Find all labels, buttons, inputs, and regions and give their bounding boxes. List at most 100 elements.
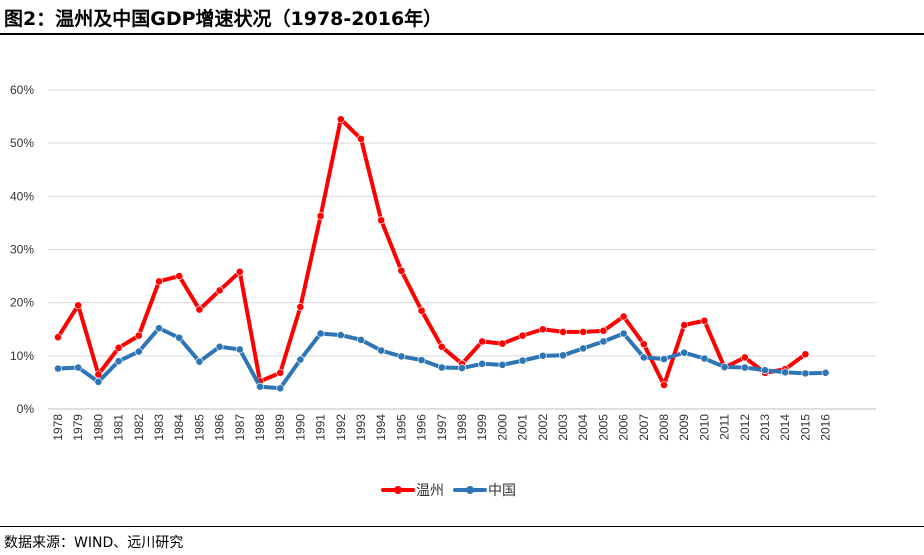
x-tick-label: 2005 <box>596 414 610 441</box>
x-tick-label: 2001 <box>516 414 530 441</box>
legend-label: 中国 <box>488 483 516 499</box>
data-point <box>700 316 709 325</box>
data-point <box>155 277 163 286</box>
data-point <box>700 354 709 363</box>
x-tick-label: 2013 <box>758 414 772 441</box>
series-line-温州 <box>56 117 808 388</box>
x-tick-label: 1990 <box>293 414 307 441</box>
y-tick-label: 50% <box>10 136 34 150</box>
data-point <box>559 351 567 360</box>
data-point <box>801 350 810 359</box>
x-tick-label: 1987 <box>233 414 247 441</box>
x-tick-label: 1981 <box>112 414 126 441</box>
data-point <box>437 342 446 351</box>
data-point <box>518 331 527 340</box>
x-tick-label: 1978 <box>51 414 65 441</box>
x-tick-label: 2000 <box>495 414 509 441</box>
grid-lines <box>48 89 876 410</box>
x-tick-label: 2008 <box>657 414 671 441</box>
x-tick-label: 1999 <box>475 414 489 441</box>
data-point <box>336 331 345 339</box>
data-point <box>417 356 426 364</box>
data-point <box>538 351 547 360</box>
chart-title: 图2：温州及中国GDP增速状况（1978-2016年） <box>4 8 443 30</box>
y-tick-label: 60% <box>10 83 34 97</box>
x-tick-label: 2011 <box>718 414 732 440</box>
x-tick-label: 2015 <box>798 414 812 441</box>
data-point <box>296 303 305 311</box>
x-tick-label: 1993 <box>354 414 368 441</box>
data-point <box>316 212 325 220</box>
x-tick-label: 2003 <box>556 414 570 441</box>
data-point <box>316 329 325 338</box>
data-point <box>740 363 749 372</box>
data-point <box>235 267 244 276</box>
x-tick-label: 1988 <box>253 414 267 441</box>
data-point <box>54 364 62 373</box>
data-point <box>761 366 769 375</box>
data-point <box>458 364 466 372</box>
x-tick-label: 2004 <box>576 414 590 441</box>
x-tick-label: 1995 <box>394 414 408 441</box>
x-tick-label: 2006 <box>617 414 631 441</box>
data-point <box>256 382 264 391</box>
data-point <box>478 359 487 368</box>
data-point <box>801 369 810 378</box>
y-tick-label: 0% <box>17 402 35 416</box>
data-point <box>680 348 689 357</box>
data-point <box>397 266 406 275</box>
legend: 温州 中国 <box>381 483 516 499</box>
data-point <box>397 352 406 361</box>
data-point <box>559 328 567 336</box>
data-point <box>74 301 83 310</box>
data-point <box>579 344 588 353</box>
y-tick-label: 30% <box>10 243 34 257</box>
footer-divider <box>0 526 924 527</box>
data-point <box>660 381 668 389</box>
data-point <box>215 286 224 295</box>
x-tick-label: 1994 <box>374 414 388 441</box>
series-layer <box>54 115 830 393</box>
x-tick-label: 1985 <box>192 414 206 441</box>
x-tick-label: 1992 <box>334 414 348 441</box>
x-tick-label: 1989 <box>273 414 287 441</box>
data-point <box>680 321 689 329</box>
data-point <box>276 368 285 377</box>
data-point <box>195 357 204 366</box>
data-point <box>498 339 507 348</box>
data-point <box>74 363 83 372</box>
data-point <box>478 337 487 346</box>
data-point <box>377 216 386 225</box>
y-tick-label: 20% <box>10 296 34 310</box>
data-point <box>357 335 365 344</box>
x-tick-label: 2007 <box>637 414 651 441</box>
x-tick-label: 1991 <box>314 414 328 441</box>
x-tick-label: 2002 <box>536 414 550 441</box>
data-point <box>619 312 628 321</box>
y-axis-ticks: 0% 10% 20% 30% 40% 50% 60% <box>10 83 34 416</box>
data-point <box>114 343 123 352</box>
y-tick-label: 40% <box>10 189 34 203</box>
legend-marker <box>466 486 474 494</box>
title-divider <box>0 33 924 35</box>
data-point <box>296 355 305 364</box>
x-tick-label: 1983 <box>152 414 166 441</box>
x-tick-label: 1997 <box>435 414 449 441</box>
x-tick-label: 2009 <box>677 414 691 441</box>
data-point <box>740 353 749 362</box>
x-tick-label: 1986 <box>213 414 227 441</box>
x-axis-ticks: 1978 1979 1980 1981 1982 1983 1984 1985 1986 1987… <box>51 414 833 441</box>
x-tick-label: 2012 <box>738 414 752 441</box>
data-point <box>114 357 123 366</box>
data-point <box>619 329 628 338</box>
data-point <box>175 333 184 342</box>
x-tick-label: 2016 <box>819 414 833 441</box>
x-tick-label: 1996 <box>415 414 429 441</box>
data-point <box>155 324 163 333</box>
data-point <box>94 377 103 386</box>
data-point <box>639 340 648 349</box>
x-tick-label: 1980 <box>91 414 105 441</box>
x-tick-label: 1984 <box>172 414 186 441</box>
data-point <box>134 331 143 340</box>
data-point <box>599 337 608 346</box>
